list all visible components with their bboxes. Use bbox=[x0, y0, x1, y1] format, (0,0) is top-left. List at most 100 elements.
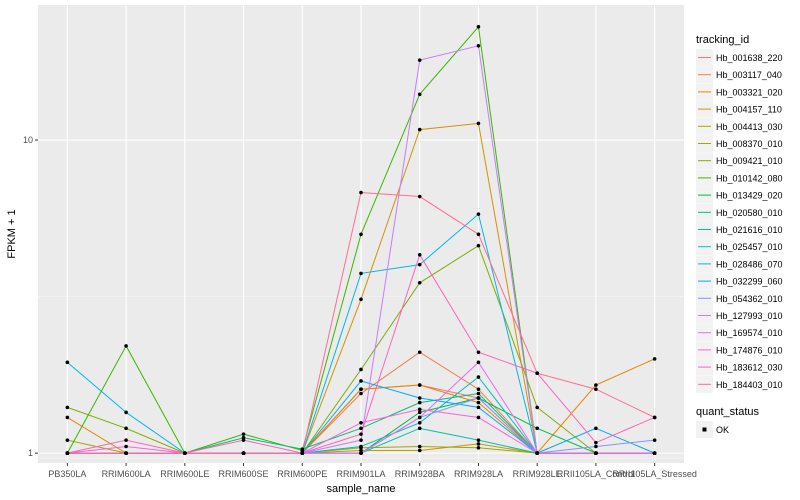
data-point-Hb_003321_020-RRII105LA_Control bbox=[594, 383, 598, 387]
data-point-Hb_032299_060-RRII105LA_Control bbox=[594, 426, 598, 431]
legend-item-Hb_174876_010: Hb_174876_010 bbox=[696, 341, 783, 359]
data-point-Hb_028486_070-RRIM901LA bbox=[359, 271, 363, 276]
legend-label: Hb_003321_020 bbox=[716, 87, 783, 97]
data-point-Hb_169574_010-RRIM928BA bbox=[417, 415, 422, 420]
legend-item-Hb_003321_020: Hb_003321_020 bbox=[696, 83, 783, 101]
legend-item-Hb_169574_010: Hb_169574_010 bbox=[696, 324, 783, 342]
data-point-Hb_032299_060-RRIM928BA bbox=[417, 396, 422, 400]
x-axis: PB350LA RRIM600LA RRIM600LE RRIM600SE RRIM60… bbox=[48, 463, 697, 479]
legend-item-Hb_020580_010: Hb_020580_010 bbox=[696, 203, 783, 221]
data-point-Hb_184403_010-RRII105LA_Stressed bbox=[652, 415, 657, 420]
data-point-Hb_020580_010-RRIM600PE bbox=[300, 447, 305, 451]
legend-label: Hb_184403_010 bbox=[716, 380, 783, 390]
data-point-Hb_184403_010-RRIM928LE bbox=[535, 371, 539, 376]
legend-label: Hb_004157_110 bbox=[716, 105, 782, 115]
data-point-Hb_003117_040-RRIM928LA bbox=[476, 387, 481, 392]
series-points bbox=[65, 25, 657, 455]
x-tick-label: RRIM600LE bbox=[160, 469, 209, 479]
data-point-Hb_054362_010-RRIM928LA bbox=[476, 396, 481, 400]
legend-item-Hb_010142_080: Hb_010142_080 bbox=[696, 169, 783, 187]
data-point-Hb_003321_020-PB350LA bbox=[65, 415, 70, 420]
legend-item-Hb_013429_020: Hb_013429_020 bbox=[696, 186, 783, 204]
data-point-Hb_174876_010-RRIM928BA bbox=[417, 407, 422, 412]
legend-item-Hb_028486_070: Hb_028486_070 bbox=[696, 255, 783, 273]
legend-item-Hb_001638_220: Hb_001638_220 bbox=[696, 49, 783, 66]
data-point-Hb_183612_030-RRIM928LA bbox=[476, 350, 481, 355]
legend-label: Hb_028486_070 bbox=[716, 259, 783, 269]
data-point-Hb_184403_010-RRIM928LA bbox=[476, 232, 481, 237]
legend-label: OK bbox=[716, 425, 729, 435]
data-point-Hb_028486_070-PB350LA bbox=[65, 360, 70, 365]
data-point-Hb_004157_110-RRIM901LA bbox=[359, 297, 363, 302]
data-point-Hb_028486_070-RRIM928BA bbox=[417, 262, 422, 267]
data-point-Hb_032299_060-RRIM928LA bbox=[476, 405, 481, 410]
legend: tracking_id Hb_001638_220 Hb_003117_040 Hb… bbox=[696, 34, 783, 438]
x-axis-title: sample_name bbox=[326, 483, 395, 495]
data-point-Hb_010142_080-RRIM600LA bbox=[124, 344, 128, 348]
legend-item-Hb_054362_010: Hb_054362_010 bbox=[696, 289, 783, 307]
legend-item-Hb_183612_030: Hb_183612_030 bbox=[696, 358, 783, 376]
data-point-Hb_174876_010-RRIM928LA bbox=[476, 415, 481, 420]
data-point-Hb_009421_010-RRIM901LA bbox=[359, 367, 363, 372]
data-point-Hb_174876_010-RRII105LA_Control bbox=[594, 451, 598, 455]
data-point-Hb_008370_010-RRIM928BA bbox=[417, 444, 422, 449]
data-point-Hb_008370_010-RRIM928LA bbox=[476, 445, 481, 450]
y-axis: 1 10 bbox=[23, 135, 38, 458]
data-point-Hb_184403_010-RRIM901LA bbox=[359, 190, 363, 195]
data-point-Hb_184403_010-RRII105LA_Control bbox=[594, 387, 598, 392]
data-point-Hb_004413_030-RRIM928BA bbox=[417, 448, 422, 453]
legend-label: Hb_127993_010 bbox=[716, 311, 783, 321]
x-tick-label: RRIM600LA bbox=[102, 469, 151, 479]
data-point-Hb_054362_010-RRII105LA_Stressed bbox=[652, 438, 657, 442]
data-point-Hb_183612_030-RRIM600LA bbox=[124, 438, 128, 442]
data-point-Hb_054362_010-RRII105LA_Control bbox=[594, 444, 598, 449]
legend-label: Hb_003117_040 bbox=[716, 70, 782, 80]
data-point-Hb_009421_010-PB350LA bbox=[65, 405, 70, 410]
legend-item-Hb_025457_010: Hb_025457_010 bbox=[696, 238, 783, 256]
quant-status-item-OK: OK bbox=[696, 421, 729, 438]
y-axis-title: FPKM + 1 bbox=[6, 209, 18, 258]
data-point-Hb_004413_030-RRIM901LA bbox=[359, 448, 363, 453]
data-point-Hb_025457_010-RRIM928LA bbox=[476, 375, 481, 379]
legend-item-Hb_127993_010: Hb_127993_010 bbox=[696, 307, 783, 324]
x-tick-label: PB350LA bbox=[48, 469, 86, 479]
legend-label: Hb_169574_010 bbox=[716, 328, 783, 338]
data-point-Hb_127993_010-RRIM928LA bbox=[476, 44, 481, 48]
legend-title: tracking_id bbox=[696, 34, 749, 46]
x-tick-label: RRIM901LA bbox=[336, 469, 385, 479]
data-point-Hb_020580_010-RRIM928BA bbox=[417, 400, 422, 405]
data-point-Hb_169574_010-RRIM928LA bbox=[476, 360, 481, 365]
data-point-Hb_032299_060-RRIM901LA bbox=[359, 379, 363, 383]
legend-item-Hb_003117_040: Hb_003117_040 bbox=[696, 66, 782, 84]
data-point-Hb_174876_010-RRIM928LE bbox=[535, 451, 539, 455]
data-point-Hb_009421_010-RRIM928LE bbox=[535, 405, 539, 410]
data-point-Hb_009421_010-RRIM928BA bbox=[417, 280, 422, 285]
data-point-Hb_127993_010-RRIM928BA bbox=[417, 58, 422, 62]
legend-label: Hb_174876_010 bbox=[716, 345, 783, 355]
data-point-Hb_025457_010-RRIM928BA bbox=[417, 420, 422, 425]
data-point-Hb_003321_020-RRIM928LA bbox=[476, 400, 481, 405]
x-tick-label: RRIM928LE bbox=[513, 469, 562, 479]
data-point-Hb_174876_010-RRII105LA_Stressed bbox=[652, 451, 657, 455]
legend-label: Hb_025457_010 bbox=[716, 242, 783, 252]
data-point-Hb_003117_040-RRIM901LA bbox=[359, 391, 363, 396]
legend-label: Hb_021616_010 bbox=[716, 225, 783, 235]
x-tick-label: RRIM928LA bbox=[454, 469, 503, 479]
data-point-Hb_020580_010-RRIM928LA bbox=[476, 391, 481, 396]
legend-label: Hb_004413_030 bbox=[716, 122, 783, 132]
data-point-Hb_020580_010-RRIM901LA bbox=[359, 426, 363, 431]
data-point-Hb_183612_030-RRIM901LA bbox=[359, 432, 363, 436]
data-point-Hb_013429_020-RRIM928LE bbox=[535, 426, 539, 431]
data-point-Hb_010142_080-RRIM901LA bbox=[359, 232, 363, 237]
quant-status-items: OK bbox=[696, 421, 729, 438]
data-point-Hb_003321_020-RRIM928BA bbox=[417, 383, 422, 387]
legend-label: Hb_008370_010 bbox=[716, 139, 783, 149]
legend-label: Hb_183612_030 bbox=[716, 363, 783, 373]
data-point-Hb_025457_010-RRIM901LA bbox=[359, 444, 363, 449]
data-point-Hb_127993_010-RRIM901LA bbox=[359, 438, 363, 442]
data-point-Hb_009421_010-RRIM928LA bbox=[476, 243, 481, 248]
data-point-Hb_184403_010-RRIM928BA bbox=[417, 194, 422, 199]
data-point-Hb_184403_010-RRIM600LE bbox=[183, 451, 187, 455]
data-point-Hb_174876_010-RRIM600LA bbox=[124, 444, 128, 449]
